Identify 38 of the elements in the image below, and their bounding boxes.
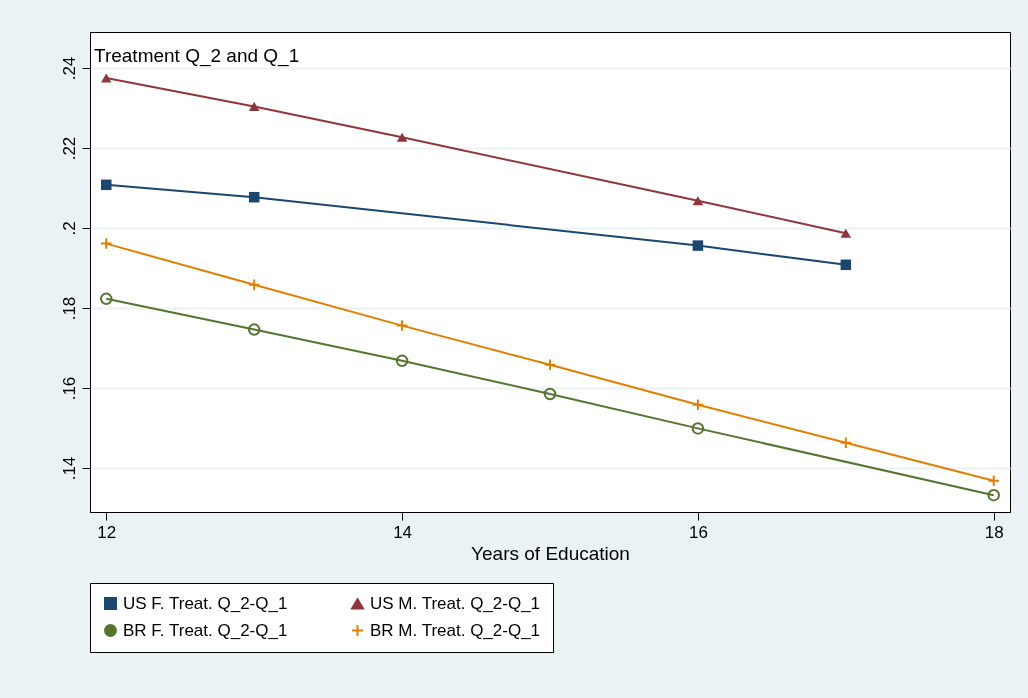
legend-label: US F. Treat. Q_2-Q_1 [123, 593, 288, 613]
point [101, 73, 112, 83]
x-tick-label: 12 [97, 522, 117, 542]
point [691, 398, 705, 412]
point [543, 358, 557, 372]
point [692, 196, 704, 206]
legend-label: BR F. Treat. Q_2-Q_1 [123, 620, 288, 640]
point [247, 323, 261, 336]
point [543, 387, 557, 401]
y-tick-label: .18 [59, 296, 79, 321]
x-axis-title: Years of Education [471, 542, 630, 564]
point [987, 474, 1000, 488]
point [101, 179, 112, 191]
x-tick-label: 18 [984, 522, 1004, 542]
point [987, 488, 1000, 502]
x-tick-label: 16 [688, 522, 708, 542]
point [840, 259, 852, 271]
point [100, 292, 113, 306]
point [691, 422, 705, 435]
point [247, 278, 261, 292]
point [396, 132, 408, 142]
point [839, 436, 853, 450]
point [840, 228, 852, 238]
point [248, 101, 260, 111]
point [100, 237, 113, 250]
point [395, 319, 409, 332]
legend-label: BR M. Treat. Q_2-Q_1 [370, 620, 541, 640]
y-tick-label: .14 [59, 456, 79, 481]
point [248, 191, 260, 203]
point [395, 354, 409, 368]
y-tick-label: .22 [59, 136, 79, 161]
x-tick-label: 14 [393, 522, 413, 542]
y-tick-label: .2 [59, 221, 79, 236]
point [692, 240, 704, 251]
y-tick-label: .24 [59, 56, 79, 81]
text: Treatment Q_2 and Q_1 [94, 45, 300, 67]
y-tick-label: .16 [59, 376, 79, 401]
legend-label: US M. Treat. Q_2-Q_1 [370, 593, 541, 613]
